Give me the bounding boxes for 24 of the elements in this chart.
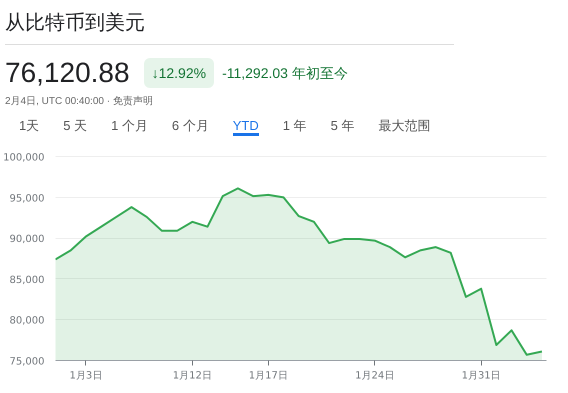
text: 最大范围 bbox=[378, 118, 430, 133]
x-tick-label: 1月12日 bbox=[172, 370, 212, 382]
text: YTD bbox=[232, 118, 259, 136]
y-tick-label: 95,000 bbox=[10, 193, 45, 204]
text: 5 年 bbox=[330, 118, 354, 133]
text: 5 天 bbox=[63, 118, 88, 133]
x-tick-label: 1月31日 bbox=[462, 370, 501, 382]
text: 1天 bbox=[19, 118, 40, 133]
text: 1 个月 bbox=[111, 118, 148, 133]
text: 2月4日, UTC 00:40:00 · 免责声明 bbox=[5, 94, 154, 109]
x-tick-label: 1月3日 bbox=[70, 370, 102, 382]
y-tick-label: 90,000 bbox=[10, 234, 45, 246]
y-tick-label: 85,000 bbox=[10, 274, 45, 286]
y-tick-label: 100,000 bbox=[3, 152, 45, 164]
text: 1 年 bbox=[282, 118, 307, 133]
text: -11,292.03 年初至今 bbox=[222, 64, 348, 83]
x-tick-label: 1月17日 bbox=[248, 370, 288, 382]
y-tick-label: 75,000 bbox=[10, 356, 45, 368]
text: ↓12.92% bbox=[144, 58, 214, 88]
x-tick-label: 1月24日 bbox=[355, 370, 394, 382]
chart-title: 从比特币到美元 bbox=[5, 5, 454, 45]
y-tick-label: 80,000 bbox=[10, 316, 45, 327]
text: 6 个月 bbox=[172, 118, 209, 133]
text: 76,120.88 bbox=[5, 56, 130, 90]
